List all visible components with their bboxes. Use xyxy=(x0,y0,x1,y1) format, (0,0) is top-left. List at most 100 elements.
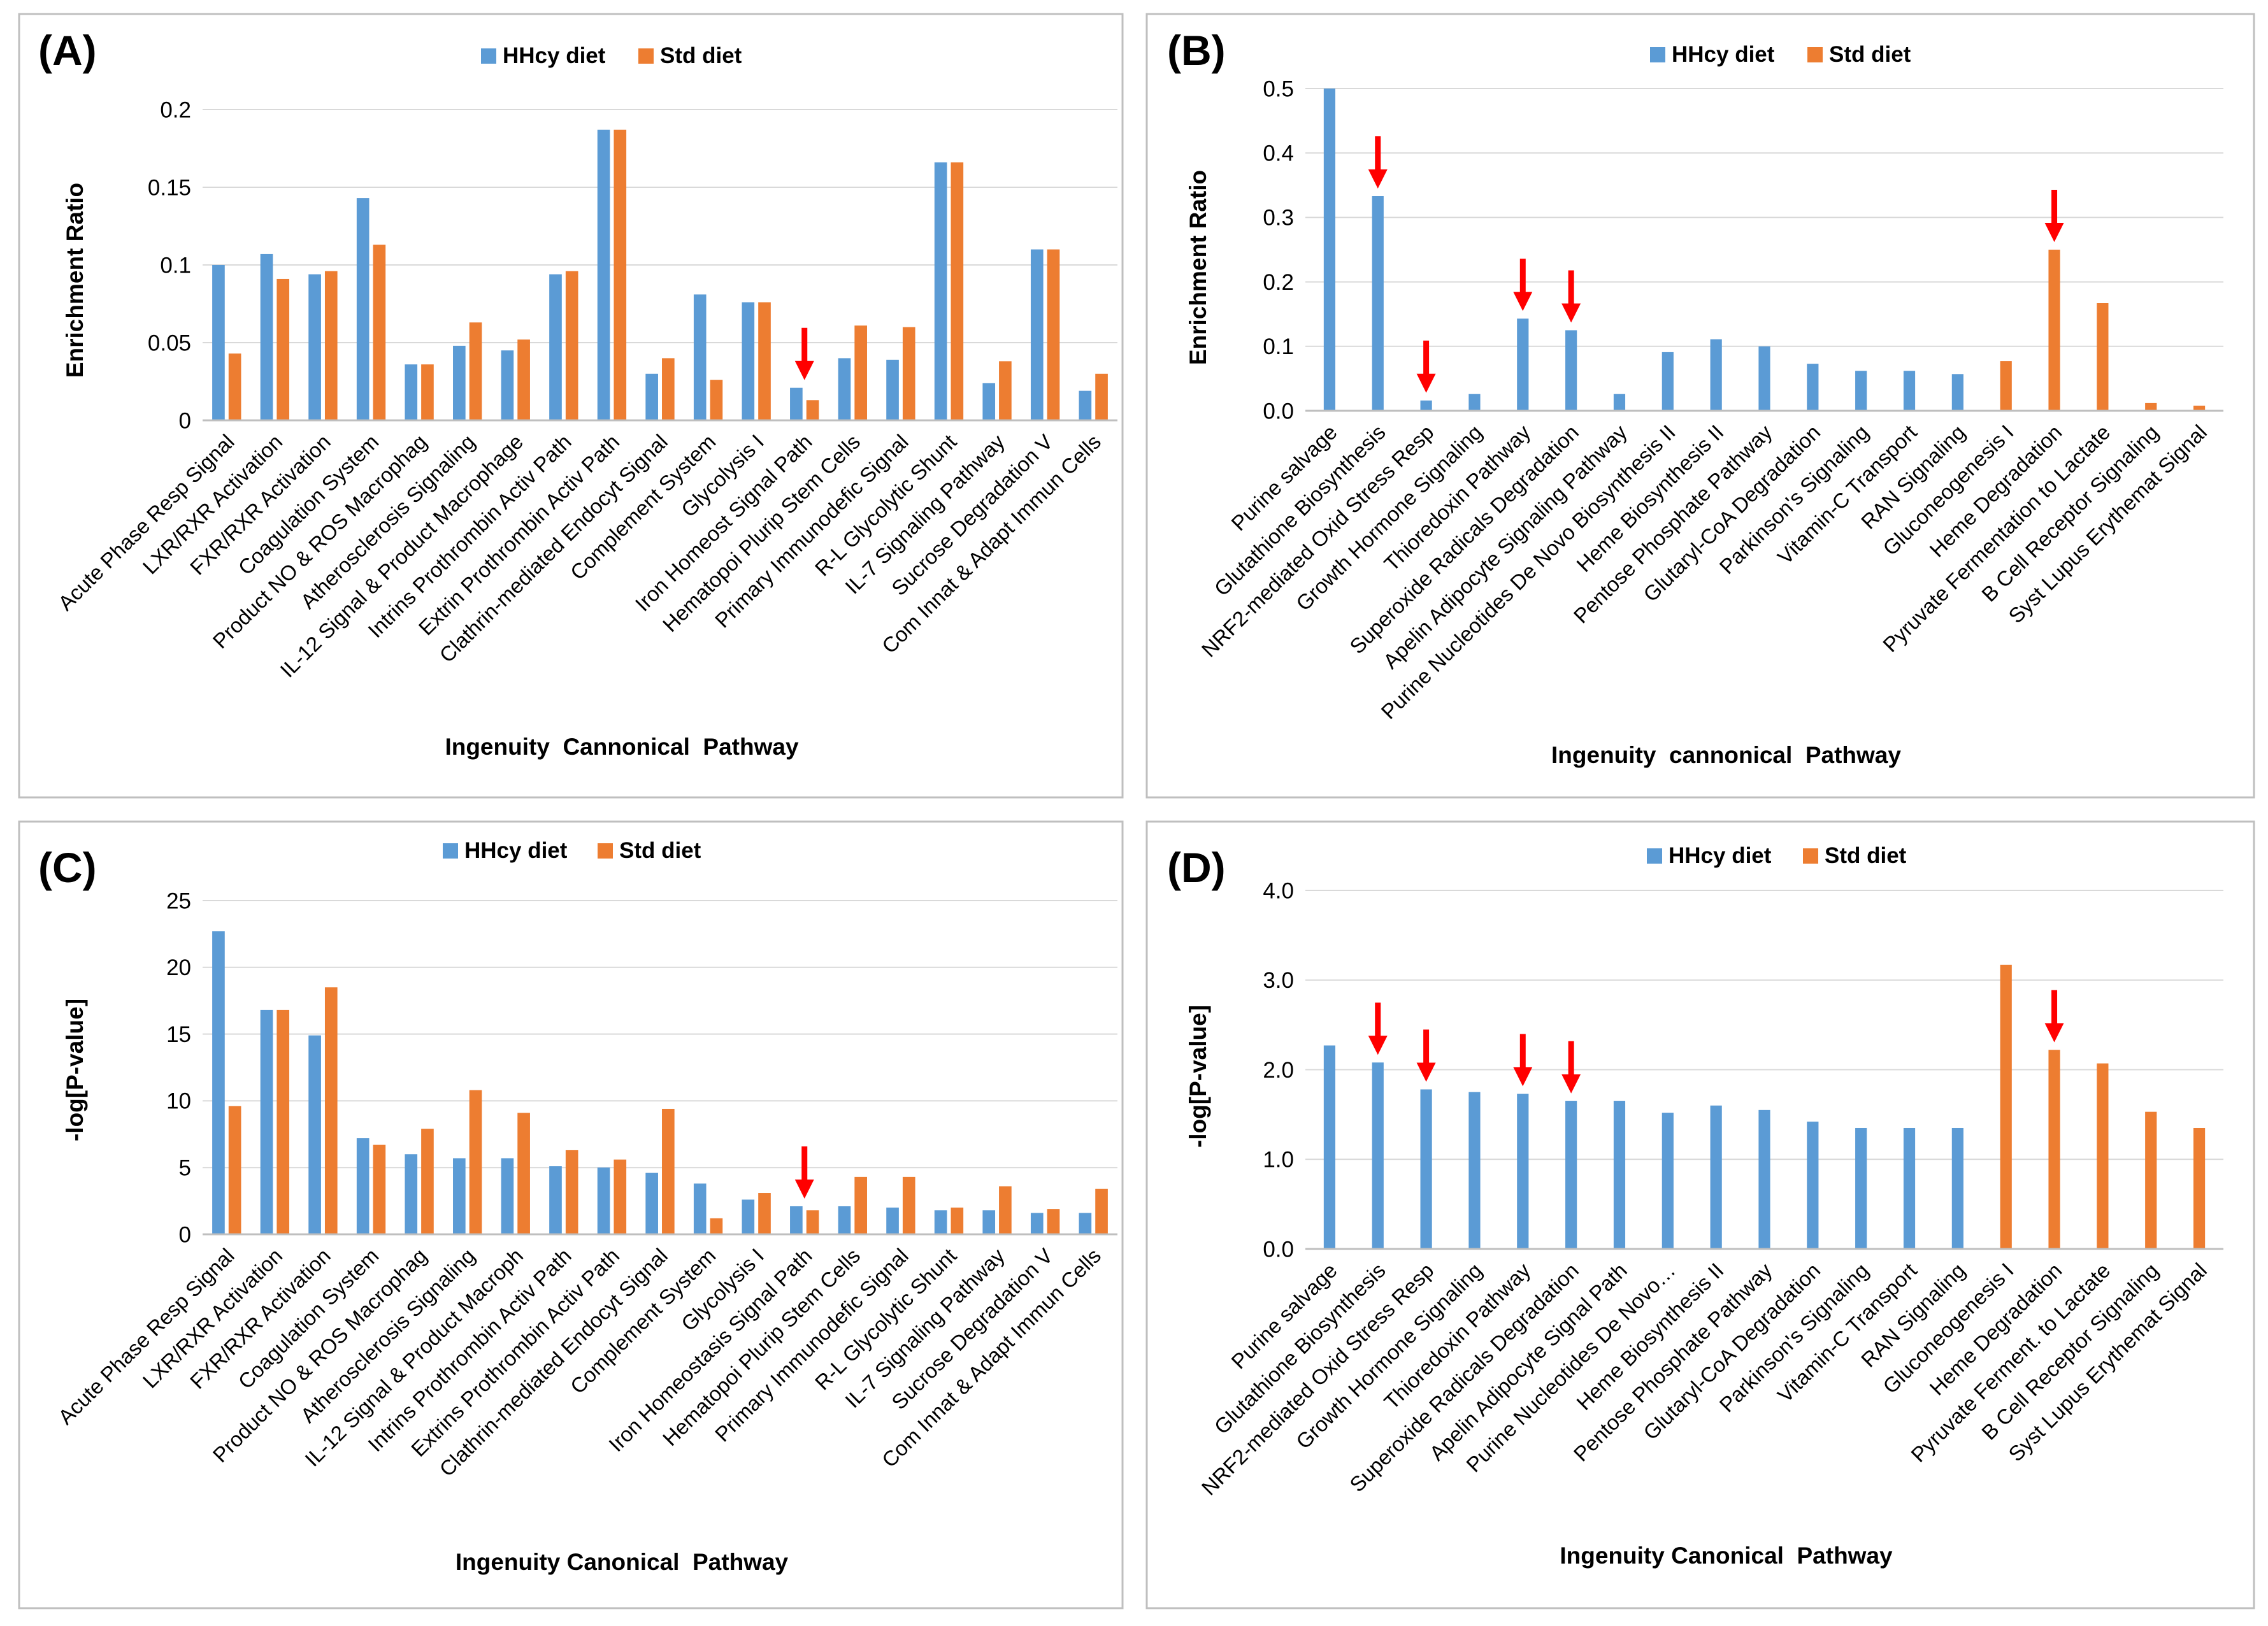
bar-std xyxy=(2000,361,2012,411)
panel-label: (C) xyxy=(38,844,97,891)
bar-hhcy xyxy=(501,350,514,420)
bar-hhcy xyxy=(1855,371,1867,411)
x-axis-title: Ingenuity Canonical Pathway xyxy=(1560,1543,1893,1569)
bar-std xyxy=(758,1193,771,1234)
bar-std xyxy=(710,380,723,420)
bar-hhcy xyxy=(982,1210,996,1234)
y-tick-label: 0.2 xyxy=(160,97,191,122)
y-tick-label: 2.0 xyxy=(1263,1058,1294,1083)
bar-hhcy xyxy=(1903,1127,1916,1249)
bar-hhcy xyxy=(1079,390,1092,420)
red-arrow xyxy=(1416,340,1436,393)
bar-hhcy xyxy=(645,1173,658,1234)
legend-label-hhcy: HHcy diet xyxy=(464,838,568,863)
legend-swatch-std xyxy=(638,48,654,64)
red-arrow xyxy=(2044,990,2064,1043)
y-tick-label: 0.1 xyxy=(160,253,191,278)
bar-std xyxy=(421,364,434,420)
panel-border xyxy=(1145,820,2255,1609)
bar-std xyxy=(902,327,915,420)
bar-std xyxy=(2193,405,2206,411)
bar-hhcy xyxy=(1807,364,1819,411)
bar-hhcy xyxy=(308,1035,321,1234)
bar-hhcy xyxy=(838,358,851,420)
bar-hhcy xyxy=(1710,1105,1722,1249)
bar-std xyxy=(565,271,578,420)
y-axis-title: Enrichment Ratio xyxy=(62,183,88,378)
red-arrow-head xyxy=(1513,1067,1533,1087)
bar-hhcy xyxy=(742,1199,755,1234)
bar-hhcy xyxy=(1468,394,1481,411)
y-tick-label: 0.2 xyxy=(1263,270,1294,295)
bar-hhcy xyxy=(742,302,755,420)
bar-hhcy xyxy=(1951,374,1963,411)
bar-hhcy xyxy=(1468,1092,1481,1249)
legend-swatch-std xyxy=(1803,848,1818,864)
bar-std xyxy=(2097,303,2109,411)
bar-std xyxy=(614,1159,627,1234)
bar-hhcy xyxy=(693,1183,707,1234)
bar-std xyxy=(806,400,819,420)
bar-std xyxy=(710,1218,723,1234)
bar-hhcy xyxy=(838,1206,851,1234)
red-arrow xyxy=(794,1146,814,1199)
bar-std xyxy=(517,339,530,420)
bar-hhcy xyxy=(1662,1113,1674,1249)
bar-hhcy xyxy=(982,383,996,420)
bar-hhcy xyxy=(1372,1062,1384,1249)
red-arrow-head xyxy=(1561,303,1581,323)
y-tick-label: 0.3 xyxy=(1263,206,1294,231)
red-arrow-head xyxy=(1416,373,1436,393)
red-arrow-head xyxy=(794,1179,814,1199)
bar-hhcy xyxy=(356,1138,370,1234)
y-tick-label: 25 xyxy=(166,888,191,913)
bar-hhcy xyxy=(1323,89,1336,411)
red-arrow-head xyxy=(2044,223,2064,242)
bar-hhcy xyxy=(1903,371,1916,411)
bar-std xyxy=(276,278,290,420)
legend-label-std: Std diet xyxy=(1825,843,1907,868)
y-tick-label: 0.15 xyxy=(148,175,191,200)
red-arrow-head xyxy=(1513,292,1533,311)
y-tick-label: 0.5 xyxy=(1263,76,1294,101)
y-tick-label: 0 xyxy=(179,408,191,433)
bar-hhcy xyxy=(1323,1045,1336,1249)
bar-std xyxy=(565,1150,578,1234)
red-arrow xyxy=(2044,190,2064,242)
bar-std xyxy=(1047,1209,1060,1234)
legend-swatch-hhcy xyxy=(481,48,496,64)
bar-hhcy xyxy=(1372,196,1384,411)
y-axis-title: -log[P-value] xyxy=(62,999,88,1141)
legend-swatch-hhcy xyxy=(443,843,458,859)
red-arrow xyxy=(1513,259,1533,311)
bar-std xyxy=(228,1106,241,1234)
bar-hhcy xyxy=(549,1166,562,1234)
red-arrow-head xyxy=(1368,169,1388,189)
bar-hhcy xyxy=(1662,352,1674,411)
bar-hhcy xyxy=(1079,1213,1092,1234)
red-arrow-head xyxy=(1368,1036,1388,1055)
legend-label-std: Std diet xyxy=(660,43,742,68)
panel-label: (B) xyxy=(1167,27,1226,74)
bar-hhcy xyxy=(693,294,707,420)
red-arrow xyxy=(1561,270,1581,323)
bar-hhcy xyxy=(1517,1094,1529,1249)
bar-std xyxy=(324,271,338,420)
bar-std xyxy=(854,1176,867,1234)
y-tick-label: 20 xyxy=(166,955,191,980)
bar-hhcy xyxy=(1613,394,1626,411)
bar-std xyxy=(469,322,482,420)
bar-std xyxy=(999,361,1012,420)
legend-swatch-hhcy xyxy=(1650,47,1665,62)
bar-std xyxy=(469,1090,482,1234)
bar-std xyxy=(2048,1050,2060,1249)
y-axis-title: -log[P-value] xyxy=(1185,1005,1211,1148)
bar-hhcy xyxy=(212,931,225,1234)
bar-hhcy xyxy=(260,253,273,420)
bar-std xyxy=(373,245,386,420)
bar-std xyxy=(854,325,867,420)
y-tick-label: 0.4 xyxy=(1263,141,1294,166)
bar-hhcy xyxy=(1030,249,1044,420)
